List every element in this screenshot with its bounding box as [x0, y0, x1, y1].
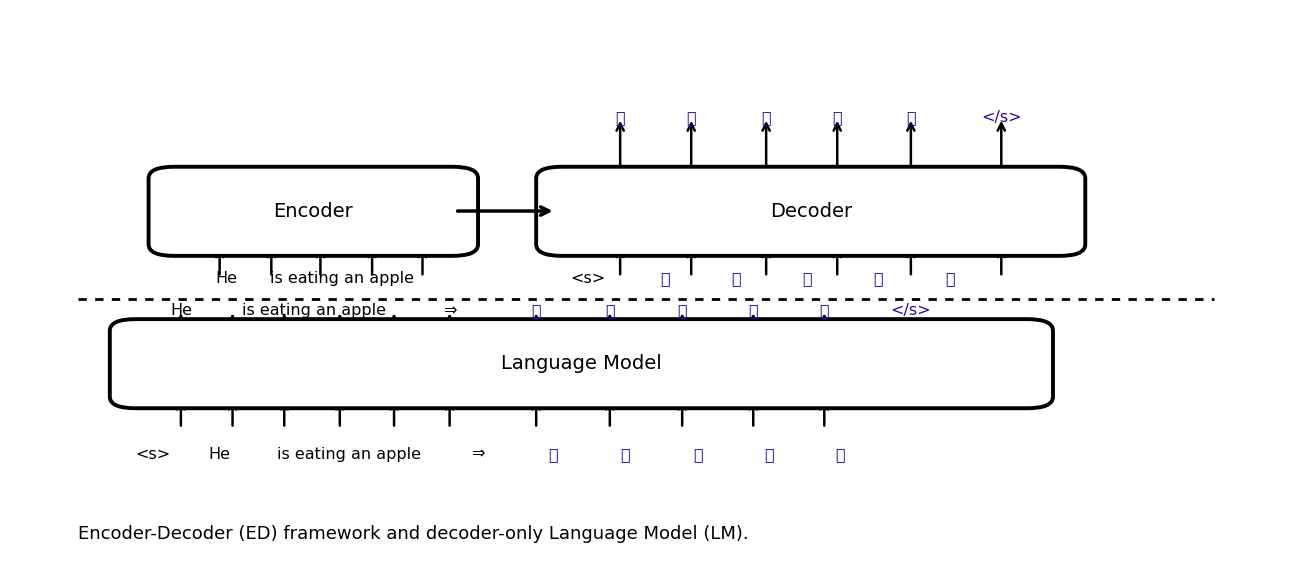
Text: 苹: 苹 [764, 447, 774, 462]
Text: 他: 他 [531, 303, 541, 318]
Text: 在: 在 [620, 447, 630, 462]
Text: 他: 他 [660, 271, 671, 286]
Text: <s>: <s> [134, 447, 171, 462]
Text: He: He [169, 303, 193, 318]
Text: 果: 果 [944, 271, 955, 286]
Text: Encoder: Encoder [274, 202, 353, 221]
Text: 果: 果 [835, 447, 845, 462]
Text: 果: 果 [819, 303, 829, 318]
Text: <s>: <s> [570, 271, 606, 286]
Text: is eating an apple: is eating an apple [242, 303, 386, 318]
FancyBboxPatch shape [536, 167, 1085, 256]
FancyBboxPatch shape [110, 319, 1053, 408]
Text: 在: 在 [605, 303, 615, 318]
FancyBboxPatch shape [149, 167, 478, 256]
Text: 在: 在 [686, 110, 696, 125]
Text: 他: 他 [548, 447, 558, 462]
Text: 苹: 苹 [748, 303, 758, 318]
Text: 吃: 吃 [677, 303, 687, 318]
Text: 吃: 吃 [802, 271, 813, 286]
Text: 苹: 苹 [832, 110, 842, 125]
Text: is eating an apple: is eating an apple [276, 447, 421, 462]
Text: </s>: </s> [890, 303, 932, 318]
Text: ⇒: ⇒ [443, 303, 456, 318]
Text: 果: 果 [906, 110, 916, 125]
Text: 吃: 吃 [761, 110, 771, 125]
Text: He: He [214, 271, 238, 286]
Text: Encoder-Decoder (ED) framework and decoder-only Language Model (LM).: Encoder-Decoder (ED) framework and decod… [78, 526, 748, 543]
Text: 在: 在 [731, 271, 742, 286]
Text: is eating an apple: is eating an apple [270, 271, 415, 286]
Text: </s>: </s> [981, 110, 1022, 125]
Text: ⇒: ⇒ [472, 447, 484, 462]
Text: 他: 他 [615, 110, 625, 125]
Text: Decoder: Decoder [770, 202, 851, 221]
Text: 苹: 苹 [873, 271, 884, 286]
Text: Language Model: Language Model [501, 354, 662, 373]
Text: 吃: 吃 [693, 447, 703, 462]
Text: He: He [208, 447, 231, 462]
